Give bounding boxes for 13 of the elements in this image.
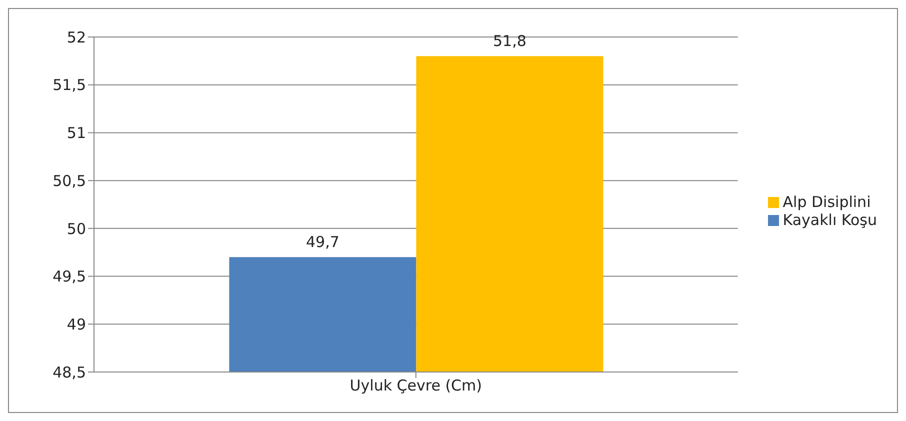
legend-label: Kayaklı Koşu [782, 210, 877, 228]
y-tick-label: 49,5 [52, 268, 86, 286]
y-tick-label: 51 [66, 124, 86, 142]
y-tick-label: 50 [66, 220, 86, 238]
y-tick-label: 52 [66, 28, 86, 46]
y-tick-label: 50,5 [52, 172, 86, 190]
y-tick-label: 51,5 [52, 76, 86, 94]
data-label: 51,8 [492, 32, 526, 50]
legend-label: Alp Disiplini [782, 192, 871, 210]
y-tick-label: 49 [66, 315, 86, 334]
x-tick-label: Uyluk Çevre (Cm) [350, 376, 482, 395]
y-tick-label: 48,5 [52, 363, 86, 382]
data-label: 49,7 [306, 233, 340, 252]
